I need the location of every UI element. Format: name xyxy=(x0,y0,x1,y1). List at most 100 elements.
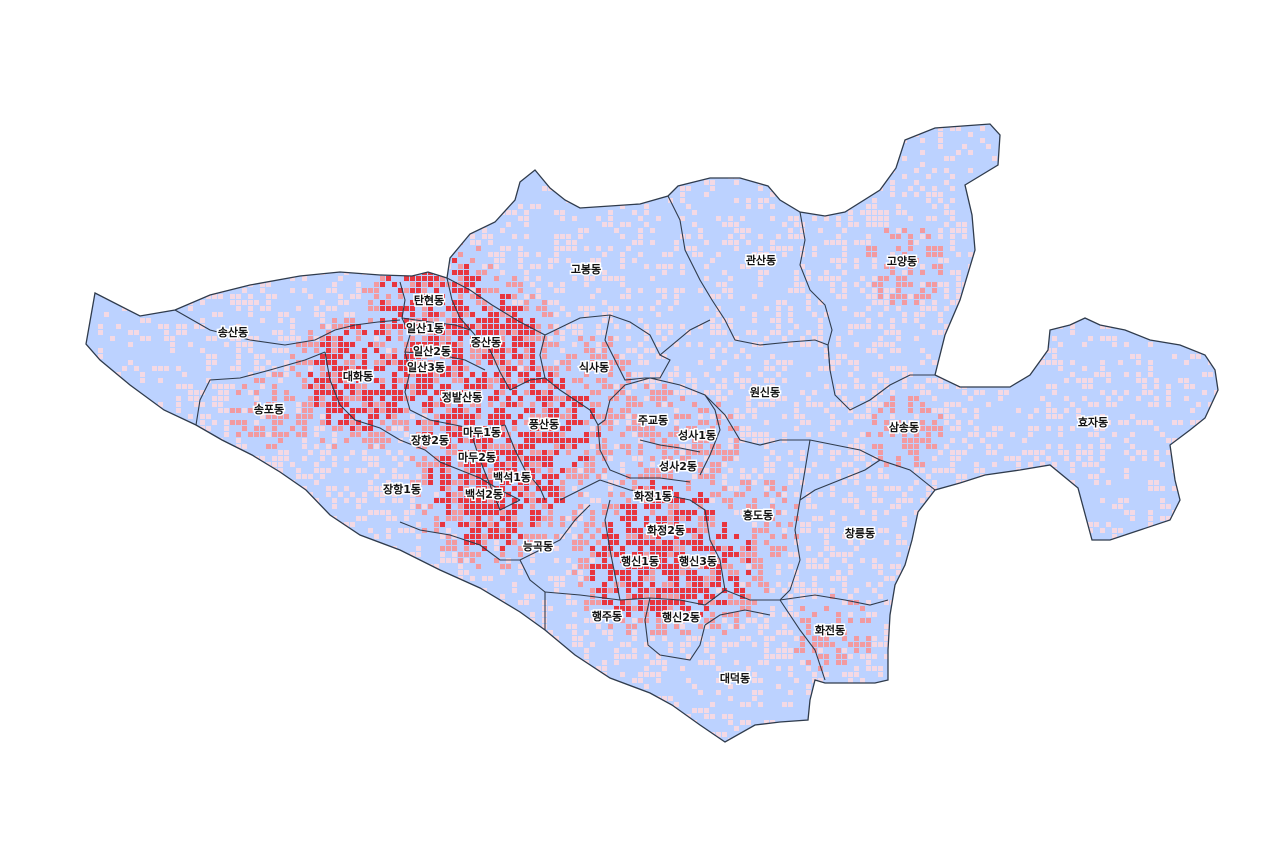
density-cell xyxy=(908,186,913,191)
density-cell xyxy=(620,258,625,263)
density-cell xyxy=(134,252,139,257)
density-cell xyxy=(692,528,697,533)
density-cell xyxy=(410,144,415,149)
density-cell xyxy=(518,402,523,407)
density-cell xyxy=(566,258,571,263)
density-cell xyxy=(554,444,559,449)
density-cell xyxy=(716,564,721,569)
density-cell xyxy=(314,198,319,203)
density-cell xyxy=(710,552,715,557)
density-cell xyxy=(566,234,571,239)
density-cell xyxy=(80,522,85,527)
density-cell xyxy=(302,408,307,413)
density-cell xyxy=(92,450,97,455)
density-cell xyxy=(734,132,739,137)
density-cell xyxy=(134,198,139,203)
density-cell xyxy=(1214,564,1218,569)
density-cell xyxy=(818,276,823,281)
density-cell xyxy=(1208,534,1213,539)
density-cell xyxy=(176,564,181,569)
density-cell xyxy=(260,384,265,389)
density-cell xyxy=(380,408,385,413)
density-cell xyxy=(656,396,661,401)
density-cell xyxy=(482,438,487,443)
density-cell xyxy=(206,276,211,281)
density-cell xyxy=(398,222,403,227)
density-cell xyxy=(476,384,481,389)
density-cell xyxy=(530,438,535,443)
density-cell xyxy=(536,516,541,521)
density-cell xyxy=(734,198,739,203)
density-cell xyxy=(902,276,907,281)
density-cell xyxy=(926,552,931,557)
density-cell xyxy=(740,432,745,437)
density-cell xyxy=(878,570,883,575)
density-cell xyxy=(1184,360,1189,365)
density-cell xyxy=(422,258,427,263)
density-cell xyxy=(674,546,679,551)
density-cell xyxy=(482,318,487,323)
density-cell xyxy=(866,216,871,221)
density-cell xyxy=(824,528,829,533)
density-cell xyxy=(662,462,667,467)
density-cell xyxy=(176,264,181,269)
density-cell xyxy=(458,348,463,353)
density-cell xyxy=(1208,540,1213,545)
density-cell xyxy=(926,444,931,449)
density-cell xyxy=(1064,276,1069,281)
density-cell xyxy=(380,384,385,389)
density-cell xyxy=(512,330,517,335)
density-cell xyxy=(380,342,385,347)
density-cell xyxy=(356,468,361,473)
density-cell xyxy=(476,450,481,455)
density-cell xyxy=(914,468,919,473)
density-cell xyxy=(500,354,505,359)
density-cell xyxy=(374,486,379,491)
density-cell xyxy=(554,582,559,587)
density-cell xyxy=(698,534,703,539)
density-cell xyxy=(782,534,787,539)
density-cell xyxy=(548,438,553,443)
density-cell xyxy=(410,414,415,419)
density-cell xyxy=(1058,360,1063,365)
density-cell xyxy=(212,198,217,203)
density-cell xyxy=(152,180,157,185)
density-cell xyxy=(626,534,631,539)
density-cell xyxy=(500,312,505,317)
density-cell xyxy=(176,180,181,185)
density-cell xyxy=(914,168,919,173)
density-cell xyxy=(434,378,439,383)
density-cell xyxy=(1046,546,1051,551)
density-cell xyxy=(698,438,703,443)
density-cell xyxy=(578,474,583,479)
density-cell xyxy=(710,348,715,353)
density-cell xyxy=(686,516,691,521)
density-cell xyxy=(350,384,355,389)
density-cell xyxy=(512,402,517,407)
density-cell xyxy=(254,360,259,365)
density-cell xyxy=(248,306,253,311)
density-cell xyxy=(608,534,613,539)
density-cell xyxy=(836,216,841,221)
density-cell xyxy=(296,162,301,167)
density-cell xyxy=(938,198,943,203)
density-cell xyxy=(860,450,865,455)
density-cell xyxy=(248,504,253,509)
density-cell xyxy=(386,330,391,335)
density-cell xyxy=(440,522,445,527)
density-cell xyxy=(674,372,679,377)
density-cell xyxy=(332,336,337,341)
density-cell xyxy=(656,342,661,347)
density-cell xyxy=(464,366,469,371)
density-cell xyxy=(638,552,643,557)
density-cell xyxy=(524,306,529,311)
density-cell xyxy=(146,318,151,323)
density-cell xyxy=(422,420,427,425)
density-cell xyxy=(308,144,313,149)
density-cell xyxy=(422,426,427,431)
density-cell xyxy=(116,198,121,203)
density-cell xyxy=(356,504,361,509)
density-cell xyxy=(608,576,613,581)
density-cell xyxy=(566,408,571,413)
